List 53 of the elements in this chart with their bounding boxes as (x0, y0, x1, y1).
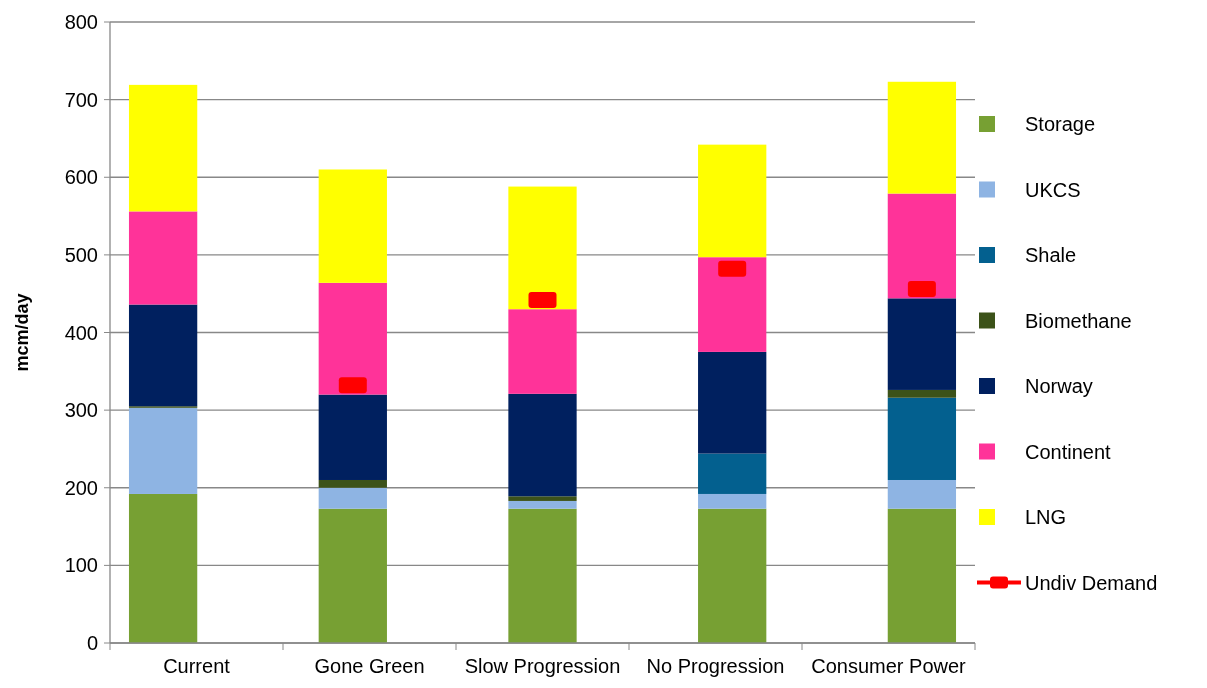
bar (887, 298, 957, 390)
y-tick-label: 200 (64, 476, 98, 499)
x-tick-label: Current (163, 655, 231, 677)
bar (698, 257, 767, 352)
legend-label: Shale (1025, 244, 1077, 266)
legend-label: LNG (1025, 506, 1067, 528)
bar (698, 144, 767, 258)
y-tick-label: 700 (64, 88, 98, 111)
y-tick-label: 800 (64, 11, 98, 33)
x-tick-label: Consumer Power (811, 655, 967, 677)
bar (698, 351, 767, 454)
legend-label: Norway (1025, 375, 1093, 397)
legend-label: Continent (1025, 440, 1112, 463)
bar (508, 508, 577, 643)
bar (508, 393, 577, 497)
bar (698, 453, 767, 494)
bar (698, 508, 767, 643)
y-tick-label: 400 (64, 321, 98, 344)
y-tick-label: 500 (64, 243, 98, 266)
x-tick-label: No Progression (646, 655, 785, 677)
bar (128, 84, 198, 212)
bar (128, 304, 198, 407)
legend-label: Undiv Demand (1025, 571, 1158, 594)
bar (887, 508, 957, 643)
bar (698, 493, 767, 509)
y-tick-label: 100 (64, 554, 98, 577)
bar (318, 479, 387, 488)
legend-label: Biomethane (1025, 309, 1132, 332)
bar (318, 487, 387, 509)
bar (318, 508, 387, 643)
bar (508, 496, 577, 501)
bar (318, 282, 387, 395)
bar (508, 186, 577, 310)
bar (887, 193, 957, 299)
bar (318, 169, 387, 283)
bar (508, 500, 577, 509)
bar (128, 211, 198, 305)
y-tick-label: 300 (64, 399, 98, 422)
legend-label: UKCS (1025, 178, 1081, 201)
bar (128, 407, 198, 494)
y-axis-title: mcm/day (12, 293, 32, 372)
x-tick-label: Gone Green (314, 655, 425, 677)
y-tick-label: 600 (64, 166, 98, 189)
bar (318, 394, 387, 480)
bar (887, 389, 957, 398)
bar (887, 81, 957, 194)
bar (887, 397, 957, 480)
bar (128, 493, 198, 643)
x-tick-label: Slow Progression (464, 655, 621, 677)
bar (508, 309, 577, 394)
bar (887, 479, 957, 509)
y-tick-label: 0 (86, 632, 98, 654)
legend-label: Storage (1025, 113, 1096, 135)
